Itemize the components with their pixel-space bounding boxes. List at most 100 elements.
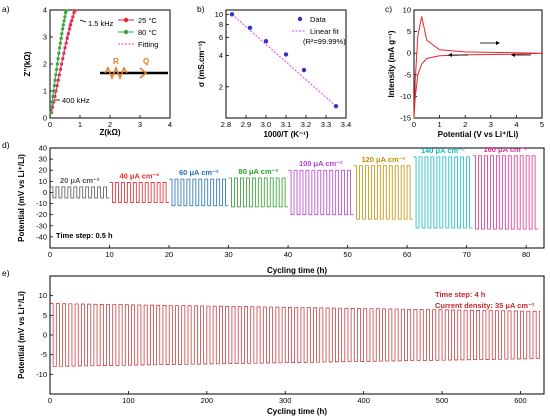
x-tick-label: 300 bbox=[279, 396, 292, 405]
x-tick-label: 20 bbox=[165, 250, 173, 259]
x-tick-label: 4 bbox=[168, 120, 172, 129]
panel-e-label: e) bbox=[2, 268, 10, 278]
panel-e-timestep: Time step: 4 h bbox=[435, 290, 486, 299]
legend-label-fitting: Fitting bbox=[138, 40, 158, 49]
y-tick-label: -15 bbox=[400, 114, 411, 123]
x-tick-label: 40 bbox=[284, 250, 292, 259]
data-point bbox=[64, 41, 68, 45]
data-point bbox=[63, 46, 67, 50]
segment-trace-7 bbox=[472, 155, 539, 230]
y-tick-label: 0 bbox=[43, 188, 47, 197]
x-tick-label: 2.9 bbox=[241, 120, 251, 129]
y-tick-label: 2 bbox=[43, 60, 47, 69]
data-point bbox=[53, 78, 57, 82]
panel-a: a) 0 1 2 3 4 0 1 2 3 4 Z(kΩ) Z''(kΩ) 25 °C 80 °C … bbox=[2, 4, 172, 137]
x-tick-label: 3.2 bbox=[301, 120, 311, 129]
annotation-1-5khz: 1.5 kHz bbox=[88, 19, 114, 28]
segment-trace-3 bbox=[228, 177, 289, 208]
segment-trace-4 bbox=[288, 169, 354, 216]
panel-b: b) 2.8 2.9 3.0 3.1 3.2 3.3 3.4 2 4 6 810 1000/T (K… bbox=[197, 4, 351, 139]
data-point bbox=[50, 100, 54, 104]
segment-label-7: 160 μA cm⁻² bbox=[483, 145, 527, 154]
x-tick-label: 400 bbox=[357, 396, 370, 405]
y-tick-label: -10 bbox=[400, 92, 411, 101]
x-tick-label: 50 bbox=[343, 250, 351, 259]
data-point bbox=[73, 9, 77, 13]
data-point bbox=[61, 23, 65, 27]
y-tick-label: 20 bbox=[39, 166, 47, 175]
data-point bbox=[56, 57, 60, 61]
x-tick-label: 3 bbox=[138, 120, 142, 129]
data-point bbox=[301, 67, 307, 73]
panel-c-frame bbox=[413, 9, 543, 119]
legend-label-80c: 80 °C bbox=[138, 28, 157, 37]
y-tick-label: 10 bbox=[403, 6, 411, 15]
y-tick-label: 30 bbox=[39, 155, 47, 164]
cpe-icon bbox=[139, 67, 148, 79]
panel-b-ylabel: σ (mS.cm⁻¹) bbox=[197, 41, 206, 87]
segment-label-3: 80 μA cm⁻² bbox=[239, 167, 279, 176]
y-tick-label: 3 bbox=[43, 33, 47, 42]
panel-b-legend: Data Linear fit (R²=99.99%) bbox=[292, 15, 346, 46]
legend-marker-25c bbox=[123, 17, 129, 23]
x-tick-label: 0 bbox=[412, 120, 416, 129]
y-tick-label: 5 bbox=[407, 27, 411, 36]
panel-e-current-density: Current density: 35 μA cm⁻² bbox=[435, 301, 535, 310]
equivalent-circuit: R Q bbox=[100, 57, 168, 81]
arrow-back-2-head bbox=[511, 53, 515, 57]
x-tick-label: 0 bbox=[48, 250, 52, 259]
segment-trace-0 bbox=[50, 186, 110, 199]
y-tick-label: -5 bbox=[40, 350, 47, 359]
panel-c-xlabel: Potential (V vs Li⁺/Li) bbox=[438, 130, 519, 139]
y-tick-label: 10 bbox=[39, 291, 47, 300]
x-tick-label: 0 bbox=[48, 396, 52, 405]
segment-label-6: 140 μA cm⁻² bbox=[421, 146, 465, 155]
legend-label-data: Data bbox=[310, 15, 327, 24]
series-line-2 bbox=[51, 9, 76, 113]
y-tick-label: 4 bbox=[43, 6, 47, 15]
data-point bbox=[229, 12, 235, 17]
y-tick-label: 10 bbox=[215, 10, 223, 19]
x-tick-label: 1 bbox=[78, 120, 82, 129]
long-cycling-trace bbox=[50, 303, 541, 367]
annotation-400khz: 400 kHz bbox=[62, 96, 90, 105]
data-point bbox=[58, 41, 62, 45]
panel-b-label: b) bbox=[197, 4, 205, 14]
panel-b-xlabel: 1000/T (K⁻¹) bbox=[263, 130, 308, 139]
legend-label-linear-fit: Linear fit bbox=[310, 27, 340, 36]
y-tick-label: 10 bbox=[39, 177, 47, 186]
y-tick-label: 0 bbox=[43, 114, 47, 123]
panel-d-label: d) bbox=[2, 140, 10, 150]
data-point bbox=[60, 32, 64, 36]
x-tick-label: 4 bbox=[514, 120, 518, 129]
x-tick-label: 600 bbox=[514, 396, 527, 405]
data-point bbox=[55, 67, 59, 71]
x-tick-label: 60 bbox=[403, 250, 411, 259]
legend-marker-80c bbox=[123, 29, 129, 35]
panel-d-ylabel: Potential (mV vs Li⁺/Li) bbox=[17, 154, 26, 242]
x-tick-label: 500 bbox=[436, 396, 449, 405]
x-tick-label: 0 bbox=[48, 120, 52, 129]
y-tick-label: -20 bbox=[36, 210, 47, 219]
circuit-label-q: Q bbox=[143, 57, 149, 66]
data-point bbox=[247, 25, 253, 31]
segment-label-2: 60 μA cm⁻² bbox=[179, 168, 219, 177]
scan-direction-arrows bbox=[448, 41, 531, 57]
arrow-forward-head bbox=[496, 41, 500, 45]
data-point bbox=[283, 52, 289, 57]
data-point bbox=[61, 27, 65, 31]
y-tick-label: -40 bbox=[36, 232, 47, 241]
data-point bbox=[63, 15, 67, 19]
x-tick-label: 10 bbox=[105, 250, 113, 259]
panel-e-xlabel: Cycling time (h) bbox=[267, 407, 327, 416]
segment-trace-5 bbox=[353, 165, 414, 220]
segment-label-5: 120 μA cm⁻² bbox=[361, 155, 405, 164]
x-tick-label: 2 bbox=[463, 120, 467, 129]
arrow-1-5khz bbox=[79, 19, 87, 23]
data-point bbox=[69, 23, 73, 27]
x-tick-label: 200 bbox=[201, 396, 214, 405]
cv-curve bbox=[413, 16, 543, 119]
panel-d-xlabel: Cycling time (h) bbox=[267, 266, 327, 275]
arrow-back-1-head bbox=[448, 53, 452, 57]
x-tick-label: 30 bbox=[224, 250, 232, 259]
